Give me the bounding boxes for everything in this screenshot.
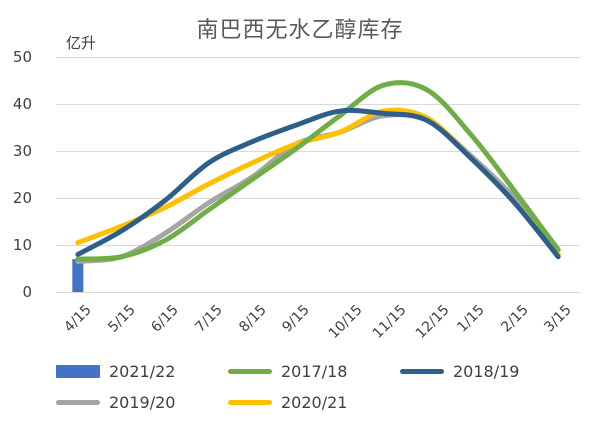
x-tick-label: 3/15 <box>541 302 575 336</box>
line-2018-19 <box>75 107 561 260</box>
x-tick-label: 10/15 <box>325 302 366 342</box>
y-axis-unit-label: 亿升 <box>66 34 97 52</box>
legend-swatch-icon <box>56 399 100 405</box>
legend-label: 2020/21 <box>281 392 348 412</box>
x-tick-label: 9/15 <box>279 302 313 336</box>
y-tick-label: 30 <box>12 142 32 160</box>
x-tick-label: 2/15 <box>497 302 532 336</box>
legend-swatch-icon <box>400 368 444 374</box>
y-tick-label: 20 <box>12 189 32 207</box>
x-axis-tick-labels: 4/15 5/15 6/15 7/15 8/15 9/15 10/15 11/15 12/15 1… <box>56 296 580 352</box>
legend-item-2017-18[interactable]: 2017/18 <box>228 358 347 384</box>
legend-item-2019-20[interactable]: 2019/20 <box>56 389 175 415</box>
plot-area <box>56 57 580 293</box>
gridline <box>56 245 580 246</box>
y-tick-label: 40 <box>12 95 32 113</box>
gridline <box>56 104 580 105</box>
gridline <box>56 292 580 293</box>
legend-item-2021-22[interactable]: 2021/22 <box>56 358 175 384</box>
x-tick-label: 7/15 <box>192 302 226 336</box>
y-tick-label: 0 <box>22 283 32 301</box>
y-tick-label: 10 <box>12 236 32 254</box>
x-tick-label: 8/15 <box>235 302 270 336</box>
legend-label: 2021/22 <box>109 361 176 381</box>
y-axis-tick-labels: 0 10 20 30 40 50 <box>13 48 580 301</box>
x-tick-label: 12/15 <box>412 302 453 342</box>
series-paths <box>72 80 561 292</box>
legend-swatch-icon <box>228 399 272 405</box>
legend-item-2018-19[interactable]: 2018/19 <box>400 358 519 384</box>
y-tick-label: 50 <box>12 48 32 66</box>
x-tick-label: 11/15 <box>369 302 410 342</box>
x-tick-label: 4/15 <box>61 302 95 336</box>
legend-item-2020-21[interactable]: 2020/21 <box>228 389 347 415</box>
x-tick-label: 5/15 <box>104 302 139 336</box>
gridline <box>56 151 580 152</box>
line-2017-18 <box>75 80 561 262</box>
legend-swatch-icon <box>56 364 100 378</box>
legend-label: 2017/18 <box>281 361 348 381</box>
chart-legend: 2021/22 2017/18 2018/19 2019/20 2020/21 <box>56 358 576 420</box>
gridline <box>56 57 580 58</box>
legend-label: 2019/20 <box>109 392 176 412</box>
x-tick-label: 1/15 <box>454 302 488 336</box>
gridline <box>56 198 580 199</box>
legend-label: 2018/19 <box>453 361 520 381</box>
bar-2021-22 <box>72 259 84 292</box>
chart-title: 南巴西无水乙醇库存 <box>196 18 404 43</box>
x-tick-label: 6/15 <box>148 302 182 336</box>
legend-swatch-icon <box>228 368 272 374</box>
